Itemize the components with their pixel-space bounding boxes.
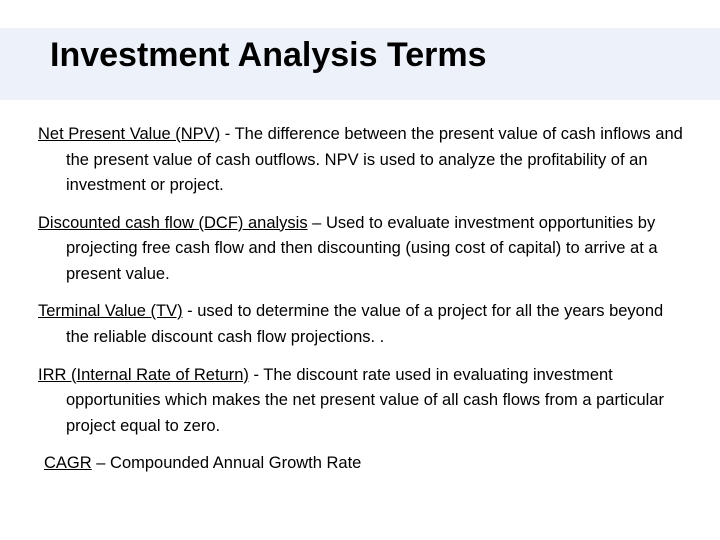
definition-entry: Terminal Value (TV) - used to determine … xyxy=(38,299,686,350)
content-area: Net Present Value (NPV) - The difference… xyxy=(38,122,686,489)
term-separator: – xyxy=(308,214,326,232)
term-separator: - xyxy=(249,366,263,384)
definition-entry: CAGR – Compounded Annual Growth Rate xyxy=(38,451,686,477)
term-separator: – xyxy=(92,454,110,472)
term-separator: - xyxy=(220,125,234,143)
definition-entry: IRR (Internal Rate of Return) - The disc… xyxy=(38,363,686,440)
slide-title: Investment Analysis Terms xyxy=(50,36,487,75)
term-definition: Compounded Annual Growth Rate xyxy=(110,454,361,472)
term-label: Discounted cash flow (DCF) analysis xyxy=(38,214,308,232)
term-label: CAGR xyxy=(44,454,92,472)
definition-entry: Discounted cash flow (DCF) analysis – Us… xyxy=(38,211,686,288)
term-label: Terminal Value (TV) xyxy=(38,302,183,320)
term-label: IRR (Internal Rate of Return) xyxy=(38,366,249,384)
term-separator: - xyxy=(183,302,198,320)
definition-entry: Net Present Value (NPV) - The difference… xyxy=(38,122,686,199)
term-label: Net Present Value (NPV) xyxy=(38,125,220,143)
